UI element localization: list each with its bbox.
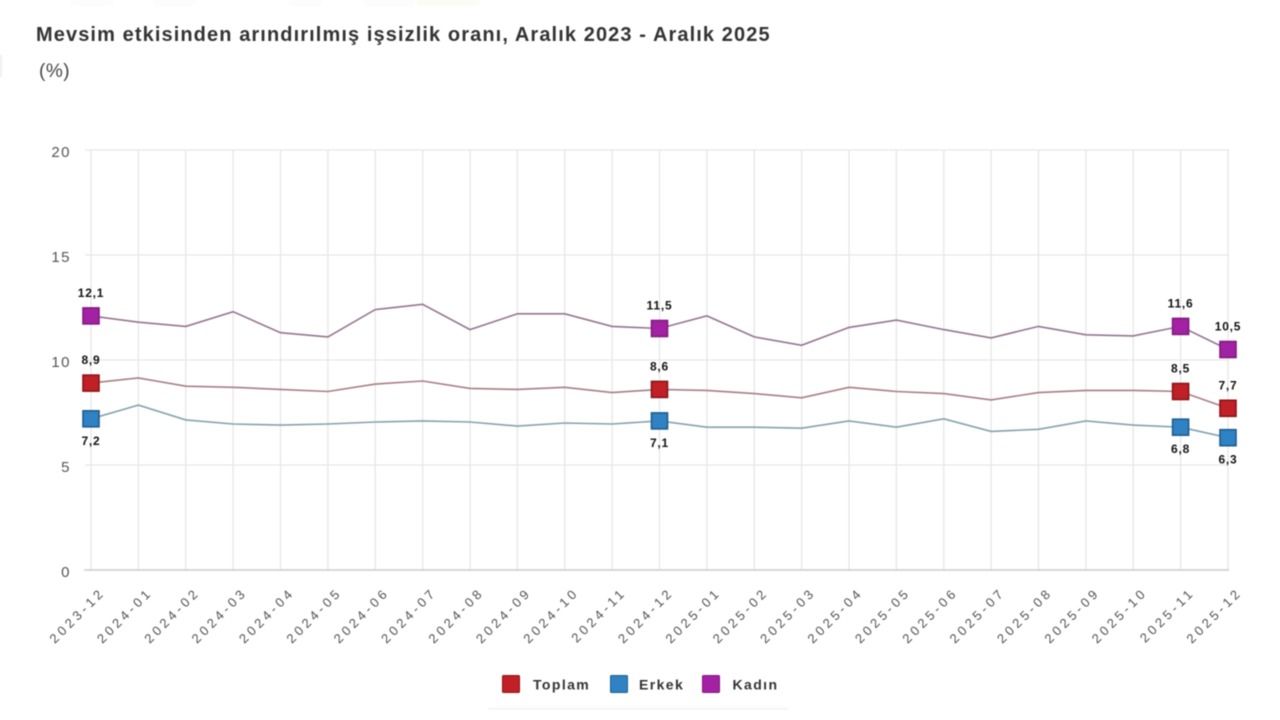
- svg-text:8,9: 8,9: [81, 353, 100, 367]
- svg-text:7,7: 7,7: [1218, 378, 1237, 392]
- svg-text:8,6: 8,6: [650, 359, 669, 373]
- svg-text:10: 10: [51, 354, 71, 371]
- svg-text:7,2: 7,2: [81, 434, 100, 448]
- svg-text:6,8: 6,8: [1171, 442, 1190, 456]
- svg-text:Kadın: Kadın: [733, 677, 779, 693]
- svg-text:11,5: 11,5: [647, 299, 673, 313]
- svg-text:7,1: 7,1: [650, 436, 669, 450]
- svg-text:5: 5: [61, 459, 71, 476]
- svg-text:Toplam: Toplam: [533, 677, 590, 693]
- svg-text:10,5: 10,5: [1215, 320, 1242, 334]
- svg-text:0: 0: [61, 564, 71, 581]
- svg-text:8,5: 8,5: [1171, 362, 1190, 376]
- svg-text:Erkek: Erkek: [639, 677, 684, 693]
- svg-text:20: 20: [51, 144, 71, 161]
- svg-text:15: 15: [51, 249, 71, 266]
- svg-text:12,1: 12,1: [78, 286, 105, 300]
- svg-text:6,3: 6,3: [1218, 453, 1237, 467]
- svg-text:11,6: 11,6: [1168, 296, 1194, 310]
